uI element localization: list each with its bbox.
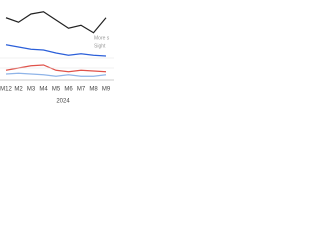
x-tick-label: M12: [0, 87, 12, 93]
line: [5, 11, 107, 34]
x-tick-label: M4: [39, 87, 48, 93]
x-tick-label: M9: [102, 87, 111, 93]
line: [5, 72, 107, 77]
x-tick-label: M3: [27, 87, 36, 93]
x-tick-label: M6: [64, 87, 73, 93]
line: [5, 64, 107, 73]
x-tick-label: M7: [77, 87, 86, 93]
x-tick-label: M8: [89, 87, 98, 93]
group-label: 2024: [56, 99, 70, 105]
annotation: More s: [94, 35, 110, 41]
annotation: Sight: [94, 43, 106, 49]
line: [5, 44, 107, 57]
x-tick-label: M5: [52, 87, 61, 93]
page: {"chart_data": {"type": "line", "categor…: [0, 0, 114, 114]
x-tick-label: M2: [14, 87, 23, 93]
